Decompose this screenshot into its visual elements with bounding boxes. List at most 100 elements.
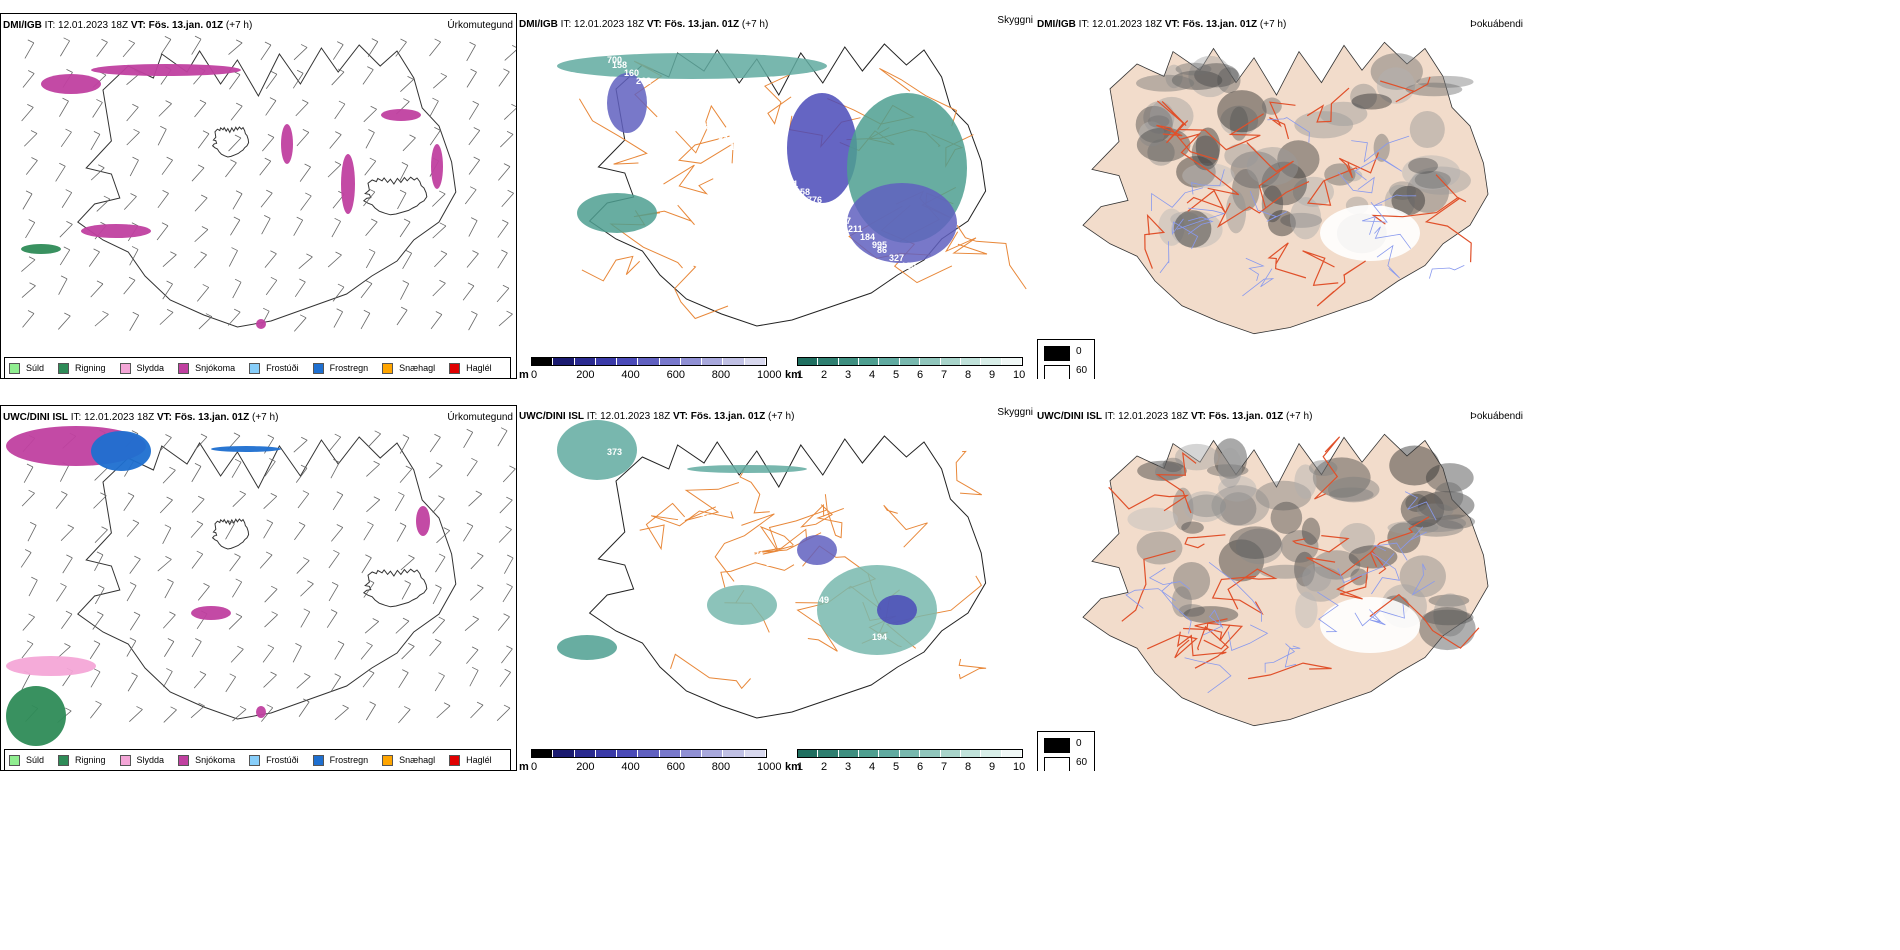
colorbar-tick: 800 xyxy=(711,761,731,771)
legend-swatch xyxy=(9,362,20,374)
panel-title: DMI/IGB IT: 12.01.2023 18Z VT: Fös. 13.j… xyxy=(519,19,769,30)
cloud-base-label: 280 xyxy=(701,121,716,131)
cloud-base-label: 16 xyxy=(713,521,723,531)
cloud-base-colorbar: m 0 200 400 600 800 1000 xyxy=(519,357,781,379)
colorbar-tick: 2 xyxy=(821,761,828,771)
colorbar-strip xyxy=(797,357,1023,366)
wind-barbs xyxy=(20,427,516,724)
cloud-base-colorbar: m 0 200 400 600 800 1000 xyxy=(519,749,781,771)
colorbar-cell xyxy=(920,358,941,365)
legend-item: Frostúði xyxy=(249,754,299,766)
legend-label: Haglél xyxy=(466,755,492,765)
legend-swatch xyxy=(9,754,20,766)
colorbar-tick: 7 xyxy=(941,761,948,771)
colorbar-tick: 0 xyxy=(531,761,538,771)
legend-item: Haglél xyxy=(449,362,492,374)
colorbar-cell xyxy=(818,358,839,365)
cloud-base-label: 115 xyxy=(807,587,822,597)
legend-item: Rigning xyxy=(58,754,106,766)
colorbar-tick: 10 xyxy=(1013,369,1026,379)
colorbar-cell xyxy=(702,750,724,757)
panel-title: DMI/IGB IT: 12.01.2023 18Z VT: Fös. 13.j… xyxy=(1037,19,1287,30)
fog-label-min: 60 xyxy=(1076,757,1088,768)
cloud-base-label: 262 xyxy=(636,76,651,86)
colorbar-tick: 5 xyxy=(893,761,900,771)
panel-name: Skyggni xyxy=(997,15,1033,26)
land-fill xyxy=(1082,433,1489,727)
colorbar-cell xyxy=(617,358,639,365)
legend-swatch xyxy=(249,362,261,374)
panel-name: Úrkomutegund xyxy=(447,20,513,31)
fog-swatch-max xyxy=(1044,738,1070,753)
colorbar-cell xyxy=(899,358,921,365)
fog-panel-bottom: UWC/DINI ISL IT: 12.01.2023 18Z VT: Fös.… xyxy=(1035,405,1525,771)
legend-label: Slydda xyxy=(136,363,165,373)
legend-label: Snjókoma xyxy=(195,363,236,373)
legend-item: Rigning xyxy=(58,362,106,374)
iceland-outline xyxy=(77,44,457,328)
cloud-base-label: 136 xyxy=(701,513,716,523)
colorbar-tick: 9 xyxy=(989,369,996,379)
legend-swatch xyxy=(178,362,190,374)
iceland-outline xyxy=(77,436,457,720)
fog-swatch-min xyxy=(1044,757,1070,771)
colorbar-cell xyxy=(659,750,681,757)
colorbar-unit: km xyxy=(785,761,801,771)
cloud-base-label: 108 xyxy=(925,669,940,679)
colorbar-tick: 6 xyxy=(917,761,924,771)
colorbar-cell xyxy=(574,750,596,757)
legend-item: Súld xyxy=(9,754,44,766)
colorbar-tick: 8 xyxy=(965,369,972,379)
colorbar-cell xyxy=(879,358,900,365)
cloud-base-label: 194 xyxy=(872,632,887,642)
colorbar-cell xyxy=(638,358,660,365)
colorbar-cell xyxy=(659,358,681,365)
colorbar-cell xyxy=(1001,750,1022,757)
colorbar-cell xyxy=(638,750,660,757)
precip-areas xyxy=(6,426,430,746)
legend-item: Frostregn xyxy=(312,754,369,766)
panel-name: Skyggni xyxy=(997,407,1033,418)
colorbar-tick: 4 xyxy=(869,369,876,379)
cloud-base-label: 71 xyxy=(754,550,764,560)
cloud-base-label: 170 xyxy=(766,558,781,568)
legend-item: Slydda xyxy=(119,362,165,374)
colorbar-tick: 200 xyxy=(576,761,595,771)
road-network xyxy=(1144,76,1472,307)
legend-swatch xyxy=(382,754,394,766)
cloud-base-label: 184 xyxy=(860,232,875,242)
panel-title: UWC/DINI ISL IT: 12.01.2023 18Z VT: Fös.… xyxy=(3,412,279,423)
fog-swatch-max xyxy=(1044,346,1070,361)
cloud-base-label: 76 xyxy=(648,476,658,486)
cloud-base-label: 126 xyxy=(925,277,940,287)
cloud-base-label: 84 xyxy=(718,134,728,144)
colorbar-cell xyxy=(744,358,766,365)
cloud-base-label: 258 xyxy=(795,187,810,197)
legend-swatch xyxy=(312,362,324,374)
colorbar-cell xyxy=(879,750,900,757)
panel-name: Þokuábendi xyxy=(1470,19,1523,30)
legend-item: Snjókoma xyxy=(178,362,236,374)
visibility-map-top: 7001542881041995126136280113776184244262… xyxy=(557,43,1027,327)
cloud-base-label: 158 xyxy=(612,60,627,70)
legend-label: Frostregn xyxy=(329,755,369,765)
low-visibility-areas xyxy=(557,420,937,660)
colorbar-tick: 1 xyxy=(797,761,804,771)
cloud-base-label: 180 xyxy=(901,261,916,271)
cloud-base-label: 113 xyxy=(754,158,769,168)
colorbar-cell xyxy=(532,358,554,365)
cloud-base-label: 150 xyxy=(730,142,745,152)
colorbar-tick: 8 xyxy=(965,761,972,771)
cloud-base-label: 700 xyxy=(607,55,622,65)
fog-label-max: 0 xyxy=(1076,738,1082,749)
legend-item: Haglél xyxy=(449,754,492,766)
fog-shading xyxy=(1127,438,1476,653)
cloud-base-label: 41 xyxy=(819,203,829,213)
cloud-base-label: 255 xyxy=(742,150,757,160)
legend-label: Rigning xyxy=(75,363,106,373)
colorbar-tick: 400 xyxy=(621,761,640,771)
colorbar-cell xyxy=(940,750,961,757)
colorbar-cell xyxy=(798,750,819,757)
legend-item: Súld xyxy=(9,362,44,374)
fog-map-bottom xyxy=(1082,433,1489,727)
